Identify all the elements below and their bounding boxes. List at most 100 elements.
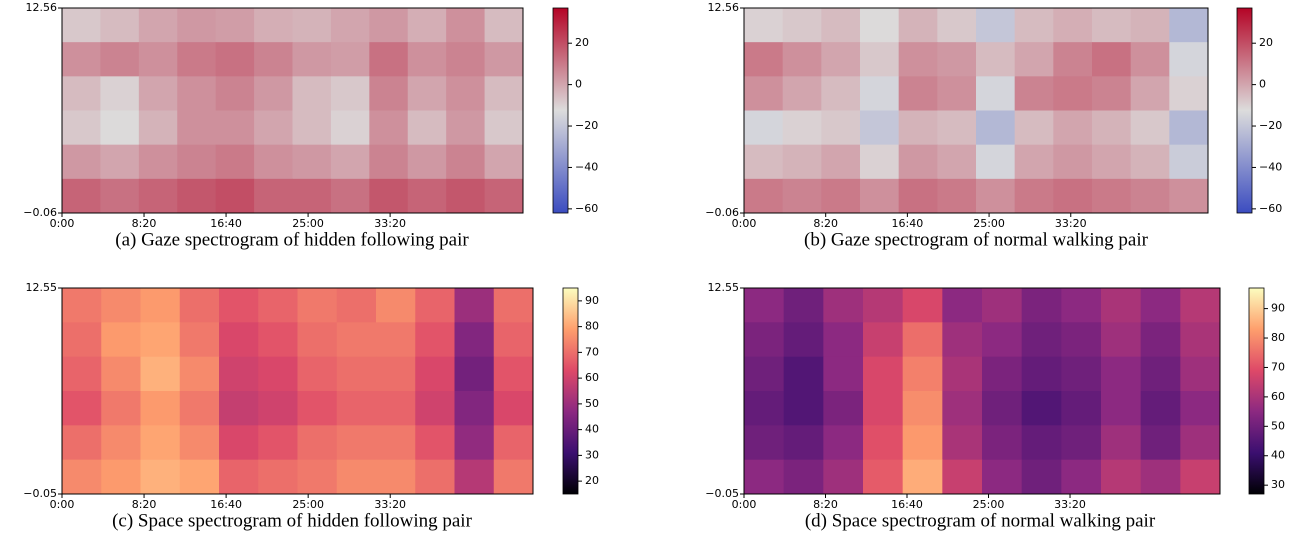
heatmap-cell <box>446 144 486 180</box>
heatmap-cell <box>215 8 255 43</box>
heatmap-cell <box>376 391 416 426</box>
heatmap-cell <box>902 391 943 426</box>
heatmap-cell <box>782 110 822 146</box>
heatmap-cell <box>976 76 1016 111</box>
heatmap-cell <box>179 425 220 461</box>
heatmap-cell <box>1021 356 1062 392</box>
heatmap-cell <box>1130 76 1170 111</box>
heatmap-cell <box>138 144 178 180</box>
heatmap-cell <box>336 391 377 426</box>
heatmap-cell <box>177 110 217 146</box>
heatmap-cell <box>1092 110 1132 146</box>
heatmap-cell <box>1061 391 1102 426</box>
heatmap-cell <box>744 42 784 77</box>
heatmap-cell <box>860 8 900 43</box>
heatmap-cell <box>782 178 822 214</box>
heatmap-cell <box>100 42 140 77</box>
heatmap-cell <box>415 391 455 426</box>
plot-frame <box>743 7 1209 214</box>
heatmap-cell <box>902 322 943 358</box>
heatmap-cell <box>292 76 332 111</box>
heatmap-cell <box>330 42 370 77</box>
heatmap-cell <box>140 459 181 495</box>
heatmap-cell <box>860 42 900 77</box>
heatmap-cell <box>744 391 785 426</box>
heatmap-cell <box>783 391 824 426</box>
heatmap-cell <box>821 76 861 111</box>
heatmap-cell <box>744 110 784 146</box>
heatmap-cell <box>982 459 1023 495</box>
caption: (d) Space spectrogram of normal walking … <box>805 510 1156 531</box>
heatmap-cell <box>484 144 524 180</box>
heatmap-cell <box>823 322 864 358</box>
x-tick-label: 0:00 <box>50 498 75 511</box>
heatmap-cell <box>138 178 178 214</box>
heatmap-cell <box>62 144 101 180</box>
plot-frame <box>61 7 524 214</box>
heatmap-cell <box>1169 110 1209 146</box>
heatmap-cell <box>138 76 178 111</box>
heatmap-cell <box>484 76 524 111</box>
heatmap-cell <box>258 459 298 495</box>
heatmap-cell <box>782 42 822 77</box>
heatmap-cell <box>62 356 102 392</box>
heatmap-cell <box>863 288 904 323</box>
heatmap-cell <box>297 459 338 495</box>
heatmap-cell <box>1014 144 1054 180</box>
heatmap-cell <box>823 425 864 461</box>
heatmap-cell <box>254 42 293 77</box>
x-tick-label: 16:40 <box>210 498 242 511</box>
heatmap-cell <box>446 42 486 77</box>
heatmap-cell <box>493 391 534 426</box>
heatmap-cell <box>860 144 900 180</box>
heatmap-cell <box>292 178 332 214</box>
heatmap-cell <box>101 356 141 392</box>
heatmap-cell <box>1053 42 1093 77</box>
heatmap-cell <box>823 356 864 392</box>
heatmap-cell <box>937 144 977 180</box>
heatmap-cell <box>1140 425 1181 461</box>
heatmap-cell <box>942 459 983 495</box>
heatmap-cell <box>215 178 255 214</box>
heatmap-cell <box>292 144 332 180</box>
heatmap-cell <box>1169 8 1209 43</box>
heatmap-cell <box>744 144 784 180</box>
heatmap-cell <box>454 288 495 323</box>
heatmap-cell <box>415 425 455 461</box>
heatmap-cell <box>215 144 255 180</box>
y-tick-label: −0.05 <box>23 487 57 500</box>
heatmap-cell <box>1101 425 1142 461</box>
heatmap-cell <box>219 288 259 323</box>
heatmap-cell <box>376 288 416 323</box>
heatmap-cell <box>1101 459 1142 495</box>
heatmap-cell <box>937 76 977 111</box>
heatmap-cell <box>982 356 1023 392</box>
x-tick-label: 25:00 <box>292 217 324 230</box>
heatmap-cell <box>292 110 332 146</box>
heatmap-cell <box>177 76 217 111</box>
heatmap-cell <box>258 288 298 323</box>
heatmap-cell <box>976 178 1016 214</box>
heatmap-cell <box>898 110 938 146</box>
heatmap-cell <box>1180 391 1221 426</box>
heatmap-cell <box>100 144 140 180</box>
heatmap-cell <box>179 459 220 495</box>
y-tick-label: −0.05 <box>705 487 739 500</box>
heatmap-cell <box>484 8 524 43</box>
heatmap-cell <box>484 178 524 214</box>
heatmap-cell <box>219 425 259 461</box>
heatmap-cell <box>369 110 409 146</box>
heatmap-cell <box>898 8 938 43</box>
heatmap-cell <box>942 356 983 392</box>
heatmap-cell <box>821 144 861 180</box>
x-tick-label: 33:20 <box>374 498 406 511</box>
heatmap-cell <box>821 42 861 77</box>
heatmap-cell <box>1130 178 1170 214</box>
heatmap-cell <box>330 110 370 146</box>
heatmap-cell <box>376 322 416 358</box>
heatmap-cell <box>937 8 977 43</box>
heatmap-cell <box>336 459 377 495</box>
heatmap-cell <box>1053 110 1093 146</box>
heatmap-cell <box>297 425 338 461</box>
colorbar-tick-label: −60 <box>1259 202 1282 215</box>
